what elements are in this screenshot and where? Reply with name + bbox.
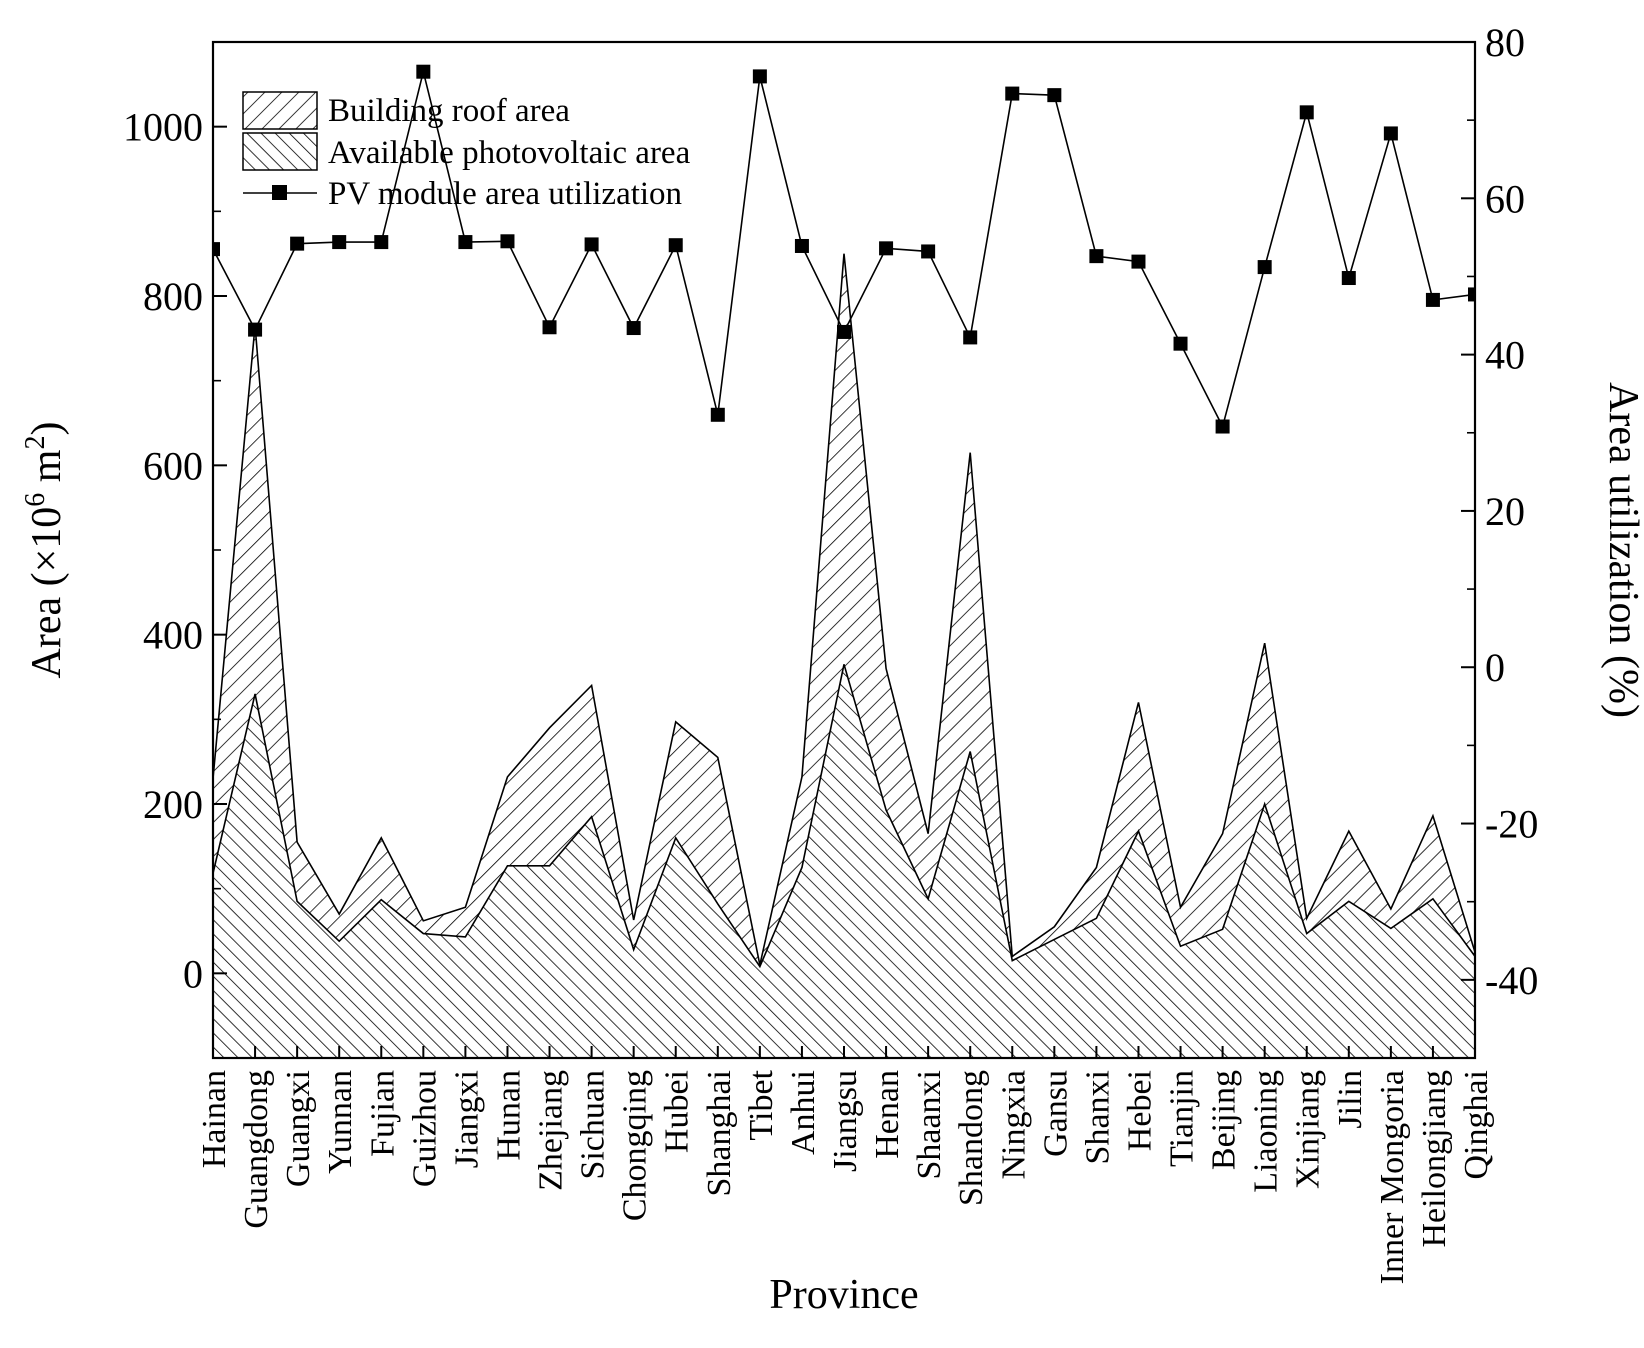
utilization-point-shandong — [963, 330, 978, 345]
right-tick-label-80: 80 — [1485, 20, 1525, 65]
utilization-point-sichuan — [584, 237, 599, 252]
utilization-point-tianjin — [1173, 336, 1188, 351]
legend-label-utilization: PV module area utilization — [328, 176, 682, 212]
x-tick-label-shaanxi: Shaanxi — [911, 1070, 948, 1180]
utilization-point-zhejiang — [542, 320, 557, 335]
x-tick-label-ningxia: Ningxia — [995, 1070, 1032, 1180]
utilization-point-xinjiang — [1299, 105, 1314, 120]
utilization-point-guizhou — [416, 64, 431, 79]
left-tick-label-200: 200 — [143, 782, 203, 827]
utilization-point-beijing — [1215, 419, 1230, 434]
utilization-point-yunnan — [332, 235, 347, 250]
utilization-point-jiangxi — [458, 235, 473, 250]
utilization-point-tibet — [752, 69, 767, 84]
utilization-point-shanghai — [710, 407, 725, 422]
left-tick-label-1000: 1000 — [123, 105, 203, 150]
utilization-point-fujian — [374, 235, 389, 250]
left-tick-label-600: 600 — [143, 443, 203, 488]
x-tick-label-zhejiang: Zhejiang — [533, 1070, 570, 1191]
utilization-point-anhui — [794, 238, 809, 253]
utilization-point-shanxi — [1089, 249, 1104, 264]
left-tick-label-400: 400 — [143, 613, 203, 658]
utilization-point-liaoning — [1257, 260, 1272, 275]
right-axis-title: Area utilization (%) — [1600, 382, 1644, 718]
utilization-point-gansu — [1047, 88, 1062, 103]
x-tick-label-inner-mongoria: Inner Mongoria — [1374, 1070, 1411, 1284]
x-tick-label-yunnan: Yunnan — [322, 1070, 359, 1174]
left-tick-label-800: 800 — [143, 274, 203, 319]
utilization-point-chongqing — [626, 321, 641, 336]
utilization-line-layer — [213, 64, 1475, 434]
right-tick-label-40: 40 — [1485, 333, 1525, 378]
x-tick-label-hainan: Hainan — [196, 1070, 233, 1168]
legend-label-available-pv: Available photovoltaic area — [328, 135, 691, 171]
right-tick-label-20: 20 — [1485, 489, 1525, 534]
legend-label-building-roof: Building roof area — [328, 93, 570, 129]
left-tick-label-0: 0 — [183, 951, 203, 996]
x-tick-label-shandong: Shandong — [953, 1070, 990, 1206]
right-tick-label-60: 60 — [1485, 176, 1525, 221]
legend-swatch-building-roof — [242, 91, 318, 130]
x-axis-ticks: Hainan Guangdong Guangxi Yunnan Fujian Guizho… — [196, 1046, 1495, 1284]
x-tick-label-hunan: Hunan — [490, 1070, 527, 1161]
x-tick-label-qinghai: Qinghai — [1458, 1070, 1495, 1180]
utilization-point-inner-mongoria — [1383, 126, 1398, 141]
area-building-roof — [213, 253, 1475, 1058]
x-axis-title: Province — [769, 1272, 918, 1318]
right-tick-label--20: -20 — [1485, 802, 1538, 847]
utilization-point-hubei — [668, 238, 683, 253]
x-tick-label-heilongjiang: Heilongjiang — [1416, 1070, 1453, 1248]
utilization-point-ningxia — [1005, 86, 1020, 101]
x-tick-label-guangdong: Guangdong — [238, 1070, 275, 1229]
x-tick-label-tibet: Tibet — [743, 1069, 780, 1140]
x-tick-label-jiangxi: Jiangxi — [448, 1070, 485, 1168]
right-axis-ticks: -40 -20 0 20 40 60 80 — [1461, 20, 1538, 1059]
x-tick-label-anhui: Anhui — [785, 1070, 822, 1155]
x-tick-label-shanxi: Shanxi — [1079, 1070, 1116, 1164]
utilization-point-hainan — [213, 242, 220, 257]
x-tick-label-beijing: Beijing — [1206, 1070, 1243, 1170]
utilization-point-jilin — [1341, 271, 1356, 286]
x-tick-label-chongqing: Chongqing — [617, 1070, 654, 1221]
utilization-point-hebei — [1131, 254, 1146, 269]
utilization-point-hunan — [500, 234, 515, 249]
x-tick-label-guangxi: Guangxi — [280, 1070, 317, 1187]
utilization-point-qinghai — [1468, 287, 1475, 302]
x-tick-label-liaoning: Liaoning — [1248, 1070, 1285, 1193]
x-tick-label-jilin: Jilin — [1332, 1070, 1369, 1129]
x-tick-label-shanghai: Shanghai — [701, 1070, 738, 1197]
left-axis-ticks: 0 200 400 600 800 1000 — [123, 41, 227, 1059]
left-axis-title: Area (×106 m2) — [20, 422, 70, 679]
x-tick-label-sichuan: Sichuan — [575, 1070, 612, 1180]
x-tick-label-hubei: Hubei — [659, 1070, 696, 1153]
utilization-point-guangxi — [290, 236, 305, 251]
x-tick-label-gansu: Gansu — [1037, 1070, 1074, 1157]
x-tick-label-xinjiang: Xinjiang — [1290, 1070, 1327, 1189]
utilization-point-henan — [879, 241, 894, 256]
area-available-pv — [213, 664, 1475, 1058]
utilization-point-jiangsu — [837, 324, 851, 339]
x-tick-label-henan: Henan — [869, 1070, 906, 1159]
x-tick-label-hebei: Hebei — [1121, 1070, 1158, 1151]
right-tick-label-0: 0 — [1485, 645, 1505, 690]
utilization-point-heilongjiang — [1425, 292, 1440, 307]
x-tick-label-guizhou: Guizhou — [406, 1070, 443, 1187]
legend: Building roof area Available photovoltai… — [242, 91, 691, 212]
utilization-point-shaanxi — [921, 244, 936, 259]
area-layer — [213, 253, 1475, 1058]
x-tick-label-tianjin: Tianjin — [1164, 1070, 1201, 1167]
x-tick-label-fujian: Fujian — [364, 1070, 401, 1157]
legend-marker-utilization — [272, 185, 287, 200]
utilization-point-guangdong — [248, 322, 263, 337]
legend-swatch-available-pv — [242, 132, 318, 171]
x-tick-label-jiangsu: Jiangsu — [827, 1070, 864, 1172]
right-tick-label--40: -40 — [1485, 958, 1538, 1003]
